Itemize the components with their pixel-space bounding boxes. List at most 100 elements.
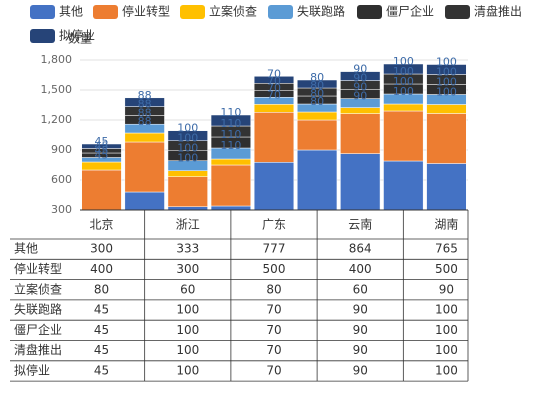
data-label: 100: [436, 86, 457, 99]
data-label: 110: [220, 117, 241, 130]
bar-segment: [297, 79, 338, 89]
legend-label: 停业转型: [122, 4, 170, 19]
table-cell: 90: [353, 343, 368, 357]
data-label: 90: [353, 81, 367, 94]
table-cell: 100: [435, 303, 458, 317]
x-tick-label: 北京: [90, 218, 114, 232]
data-label: 100: [393, 55, 414, 68]
table-cell: 100: [176, 363, 199, 377]
table-cell: 100: [435, 363, 458, 377]
table-cell: 90: [353, 303, 368, 317]
x-tick-label: 湖南: [434, 217, 458, 232]
y-axis-label: 数量: [68, 31, 92, 46]
bar-segment: [253, 162, 295, 210]
data-label: 88: [138, 89, 152, 102]
legend-swatch: [93, 5, 118, 19]
table-cell: 90: [353, 363, 368, 377]
legend-item[interactable]: 停业转型: [93, 4, 170, 20]
y-tick-label: 900: [51, 143, 72, 156]
legend-label: 其他: [59, 5, 83, 19]
data-label: 110: [220, 139, 241, 152]
table-cell: 100: [176, 323, 199, 337]
bar-segment: [167, 130, 208, 141]
bar-segment: [253, 104, 295, 113]
bar-segment: [426, 64, 467, 75]
bar-segment: [81, 169, 122, 210]
bar-segment: [297, 119, 338, 151]
legend-swatch: [268, 5, 293, 19]
legend-item[interactable]: 僵尸企业: [357, 4, 434, 20]
bar-segment: [383, 103, 424, 112]
plot-area: [81, 63, 467, 210]
bar-segment: [383, 110, 424, 162]
table-cell: 45: [94, 343, 109, 357]
table-cell: 70: [266, 303, 281, 317]
bar-segment: [81, 161, 122, 171]
bar-segment: [383, 160, 424, 210]
data-label: 80: [310, 87, 324, 100]
row-label: 停业转型: [14, 261, 62, 276]
table-cell: 864: [349, 242, 372, 256]
y-tick-label: 600: [51, 173, 72, 186]
table-cell: 60: [180, 282, 195, 296]
table-cell: 500: [263, 262, 286, 276]
bar-segment: [340, 113, 381, 154]
y-tick-label: 1,200: [41, 113, 73, 126]
legend-item[interactable]: 其他: [30, 5, 83, 20]
bar-segment: [340, 153, 381, 210]
data-label: 100: [177, 142, 198, 155]
data-label: 100: [177, 152, 198, 165]
data-label: 100: [177, 132, 198, 145]
legend-item[interactable]: 失联跑路: [268, 4, 345, 20]
legend-item[interactable]: 立案侦查: [180, 4, 257, 20]
data-label: 45: [95, 140, 109, 153]
row-label: 清盘推出: [14, 342, 62, 357]
legend-label: 僵尸企业: [386, 4, 434, 19]
data-label: 100: [436, 66, 457, 79]
data-label: 88: [138, 115, 152, 128]
bar-segment: [81, 143, 122, 149]
bar-segment: [167, 176, 208, 207]
row-label: 失联跑路: [14, 302, 62, 317]
bar-segment: [297, 111, 338, 121]
table-cell: 765: [435, 242, 458, 256]
table-cell: 400: [90, 262, 113, 276]
data-label: 45: [95, 149, 109, 162]
data-label: 88: [138, 98, 152, 111]
legend-item[interactable]: 清盘推出: [445, 4, 522, 20]
legend-label: 立案侦查: [209, 4, 257, 19]
bar-segment: [426, 113, 467, 164]
data-label: 90: [353, 72, 367, 85]
table-cell: 100: [176, 303, 199, 317]
table-cell: 80: [266, 282, 281, 296]
bar-segment: [124, 132, 165, 143]
x-tick-label: 云南: [348, 217, 372, 232]
data-label: 88: [138, 106, 152, 119]
bar-segment: [167, 170, 208, 177]
legend-swatch: [180, 5, 205, 19]
bar-segment: [297, 149, 338, 210]
data-label: 70: [267, 88, 281, 101]
data-label: 80: [310, 71, 324, 84]
table-cell: 100: [176, 343, 199, 357]
legend-swatch: [357, 5, 382, 19]
table-cell: 70: [266, 343, 281, 357]
row-label: 僵尸企业: [14, 322, 62, 337]
table-cell: 500: [435, 262, 458, 276]
table-cell: 80: [94, 282, 109, 296]
legend-swatch: [445, 5, 470, 19]
table-cell: 60: [353, 282, 368, 296]
data-label: 70: [267, 67, 281, 80]
data-label: 45: [95, 135, 109, 148]
bar-segment: [253, 112, 295, 163]
bar-segment: [383, 63, 424, 75]
table-cell: 70: [266, 363, 281, 377]
data-label: 100: [393, 85, 414, 98]
bar-segment: [253, 76, 295, 84]
bar-segment: [340, 71, 381, 81]
legend-item[interactable]: 拟停业: [30, 28, 95, 44]
bar-segment: [426, 104, 467, 114]
bar-segment: [210, 114, 251, 127]
